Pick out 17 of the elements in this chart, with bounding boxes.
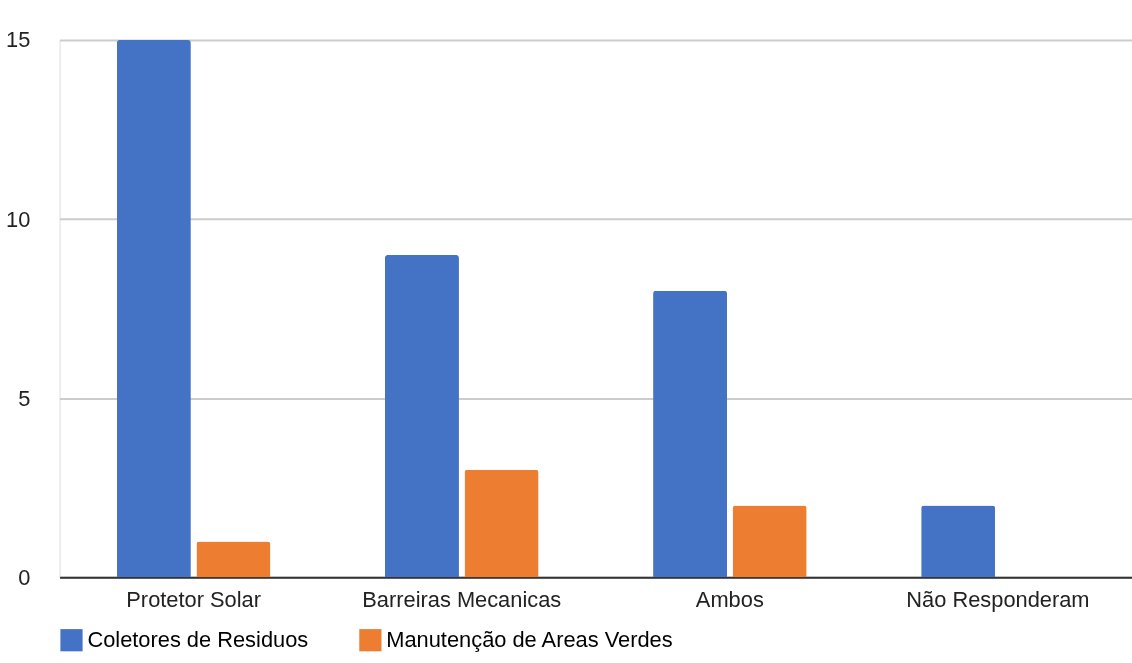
x-tick-label: Ambos [695, 586, 764, 612]
x-tick-label: Barreiras Mecanicas [362, 586, 562, 612]
y-tick-label: 15 [6, 27, 31, 53]
legend-label: Coletores de Residuos [87, 627, 309, 653]
y-tick-label: 5 [18, 385, 31, 411]
y-tick-label: 0 [18, 564, 31, 590]
y-tick-label: 10 [6, 206, 31, 232]
legend-label: Manutenção de Areas Verdes [386, 627, 673, 653]
bar [653, 290, 728, 578]
bar [921, 505, 996, 578]
x-tick-label: Não Responderam [906, 586, 1090, 612]
bar [384, 254, 459, 578]
bar [116, 40, 191, 578]
bar [196, 541, 271, 578]
bar [464, 469, 539, 578]
x-tick-label: Protetor Solar [126, 586, 261, 612]
bar [732, 505, 807, 578]
